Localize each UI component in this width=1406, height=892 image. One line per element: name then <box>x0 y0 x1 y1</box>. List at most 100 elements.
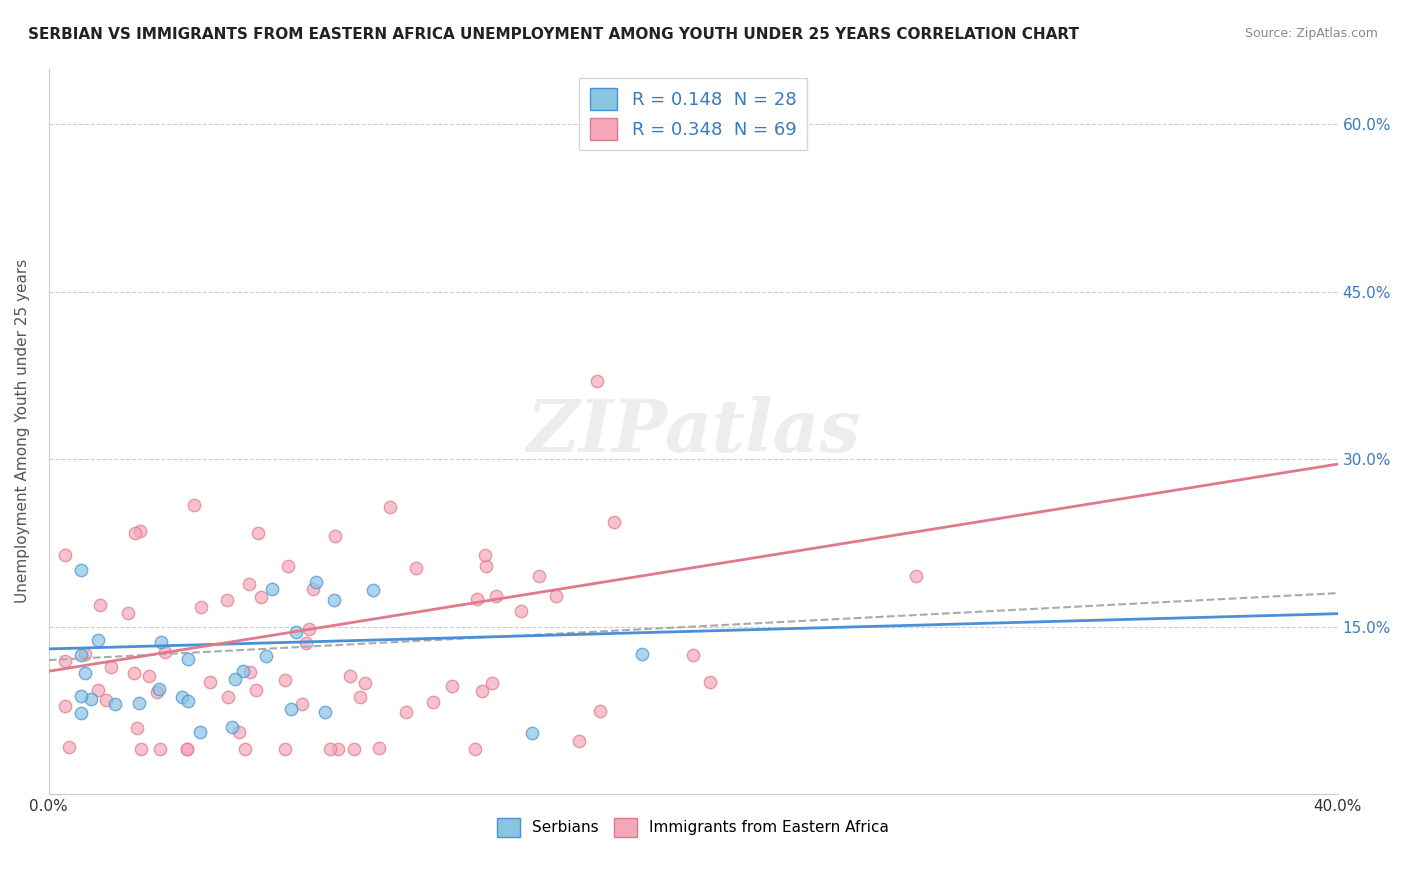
Immigrants from Eastern Africa <box>53 699 76 714</box>
Immigrants from Eastern Africa <box>277 558 299 573</box>
Serbians <box>70 706 93 721</box>
Text: ZIPatlas: ZIPatlas <box>526 396 860 467</box>
Immigrants from Eastern Africa <box>441 679 464 693</box>
Immigrants from Eastern Africa <box>510 604 533 618</box>
Immigrants from Eastern Africa <box>481 675 503 690</box>
Immigrants from Eastern Africa <box>73 648 96 662</box>
Serbians <box>630 647 652 661</box>
Immigrants from Eastern Africa <box>354 676 377 690</box>
Serbians <box>150 634 173 648</box>
Text: Source: ZipAtlas.com: Source: ZipAtlas.com <box>1244 27 1378 40</box>
Immigrants from Eastern Africa <box>603 516 626 530</box>
Serbians <box>254 648 277 663</box>
Immigrants from Eastern Africa <box>699 674 721 689</box>
Immigrants from Eastern Africa <box>568 734 591 748</box>
Immigrants from Eastern Africa <box>235 742 257 756</box>
Immigrants from Eastern Africa <box>176 742 198 756</box>
Immigrants from Eastern Africa <box>122 665 145 680</box>
Immigrants from Eastern Africa <box>87 682 110 697</box>
Immigrants from Eastern Africa <box>129 742 152 756</box>
Immigrants from Eastern Africa <box>485 589 508 603</box>
Serbians <box>176 694 198 708</box>
Immigrants from Eastern Africa <box>128 524 150 539</box>
Serbians <box>73 665 96 680</box>
Serbians <box>128 696 150 710</box>
Serbians <box>361 582 384 597</box>
Immigrants from Eastern Africa <box>89 598 111 612</box>
Immigrants from Eastern Africa <box>585 374 607 388</box>
Serbians <box>520 726 543 740</box>
Immigrants from Eastern Africa <box>291 697 314 711</box>
Serbians <box>224 673 246 687</box>
Serbians <box>305 574 328 589</box>
Serbians <box>221 720 243 734</box>
Immigrants from Eastern Africa <box>298 622 321 636</box>
Immigrants from Eastern Africa <box>127 721 149 735</box>
Immigrants from Eastern Africa <box>274 742 297 756</box>
Immigrants from Eastern Africa <box>176 742 198 756</box>
Serbians <box>70 648 93 662</box>
Immigrants from Eastern Africa <box>198 675 221 690</box>
Serbians <box>148 682 170 697</box>
Immigrants from Eastern Africa <box>94 693 117 707</box>
Immigrants from Eastern Africa <box>153 645 176 659</box>
Immigrants from Eastern Africa <box>318 742 340 756</box>
Immigrants from Eastern Africa <box>58 740 80 755</box>
Immigrants from Eastern Africa <box>475 559 498 574</box>
Serbians <box>70 563 93 577</box>
Y-axis label: Unemployment Among Youth under 25 years: Unemployment Among Youth under 25 years <box>15 260 30 603</box>
Immigrants from Eastern Africa <box>367 740 389 755</box>
Serbians <box>80 692 103 706</box>
Serbians <box>70 689 93 703</box>
Immigrants from Eastern Africa <box>53 548 76 562</box>
Immigrants from Eastern Africa <box>190 599 212 614</box>
Immigrants from Eastern Africa <box>183 498 205 512</box>
Immigrants from Eastern Africa <box>238 577 260 591</box>
Immigrants from Eastern Africa <box>245 683 267 698</box>
Immigrants from Eastern Africa <box>339 669 361 683</box>
Immigrants from Eastern Africa <box>124 526 146 541</box>
Immigrants from Eastern Africa <box>302 582 325 597</box>
Serbians <box>87 633 110 648</box>
Legend: Serbians, Immigrants from Eastern Africa: Serbians, Immigrants from Eastern Africa <box>489 811 897 845</box>
Immigrants from Eastern Africa <box>149 742 172 756</box>
Immigrants from Eastern Africa <box>217 592 239 607</box>
Serbians <box>314 705 336 719</box>
Serbians <box>177 652 200 666</box>
Text: SERBIAN VS IMMIGRANTS FROM EASTERN AFRICA UNEMPLOYMENT AMONG YOUTH UNDER 25 YEAR: SERBIAN VS IMMIGRANTS FROM EASTERN AFRIC… <box>28 27 1080 42</box>
Immigrants from Eastern Africa <box>682 648 704 662</box>
Serbians <box>280 702 302 716</box>
Serbians <box>232 664 254 678</box>
Immigrants from Eastern Africa <box>326 742 349 756</box>
Immigrants from Eastern Africa <box>422 695 444 709</box>
Immigrants from Eastern Africa <box>117 606 139 620</box>
Immigrants from Eastern Africa <box>474 548 496 562</box>
Immigrants from Eastern Africa <box>53 654 76 668</box>
Immigrants from Eastern Africa <box>529 569 551 583</box>
Serbians <box>172 690 194 705</box>
Immigrants from Eastern Africa <box>295 636 318 650</box>
Serbians <box>285 624 308 639</box>
Serbians <box>104 697 127 711</box>
Immigrants from Eastern Africa <box>405 561 427 575</box>
Serbians <box>262 582 284 596</box>
Immigrants from Eastern Africa <box>138 669 160 683</box>
Immigrants from Eastern Africa <box>217 690 239 705</box>
Immigrants from Eastern Africa <box>464 742 486 756</box>
Immigrants from Eastern Africa <box>465 591 488 606</box>
Serbians <box>323 592 346 607</box>
Immigrants from Eastern Africa <box>145 684 167 698</box>
Immigrants from Eastern Africa <box>249 591 271 605</box>
Immigrants from Eastern Africa <box>395 706 418 720</box>
Immigrants from Eastern Africa <box>544 589 567 603</box>
Immigrants from Eastern Africa <box>343 742 366 756</box>
Immigrants from Eastern Africa <box>588 704 610 718</box>
Immigrants from Eastern Africa <box>471 684 494 698</box>
Immigrants from Eastern Africa <box>246 526 269 541</box>
Immigrants from Eastern Africa <box>228 725 250 739</box>
Immigrants from Eastern Africa <box>349 690 371 705</box>
Immigrants from Eastern Africa <box>378 500 401 515</box>
Immigrants from Eastern Africa <box>905 569 928 583</box>
Serbians <box>188 725 211 739</box>
Immigrants from Eastern Africa <box>323 529 346 543</box>
